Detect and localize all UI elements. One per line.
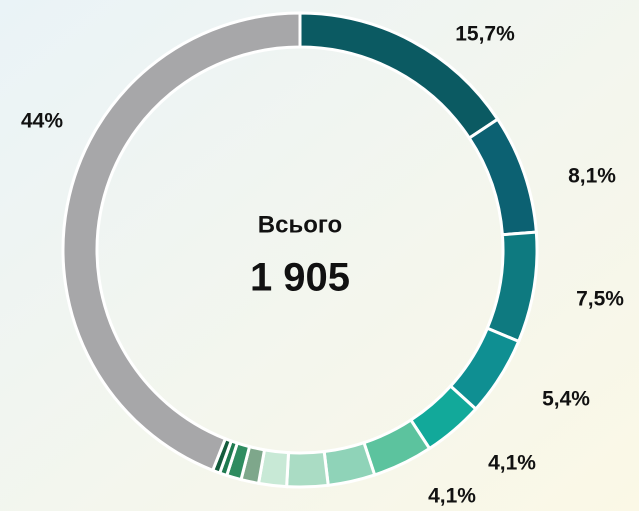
- data-label: 4,1%: [428, 485, 476, 508]
- data-label: 15,7%: [455, 23, 515, 46]
- data-label: 44%: [21, 110, 63, 133]
- data-label: 8,1%: [568, 165, 616, 188]
- donut-segment: [61, 11, 302, 473]
- data-label: 5,4%: [542, 388, 590, 411]
- donut-segment: [285, 449, 330, 489]
- center-title: Всього: [258, 211, 342, 238]
- center-value: 1 905: [250, 256, 350, 300]
- data-label: 7,5%: [576, 288, 624, 311]
- data-label: 4,1%: [488, 452, 536, 475]
